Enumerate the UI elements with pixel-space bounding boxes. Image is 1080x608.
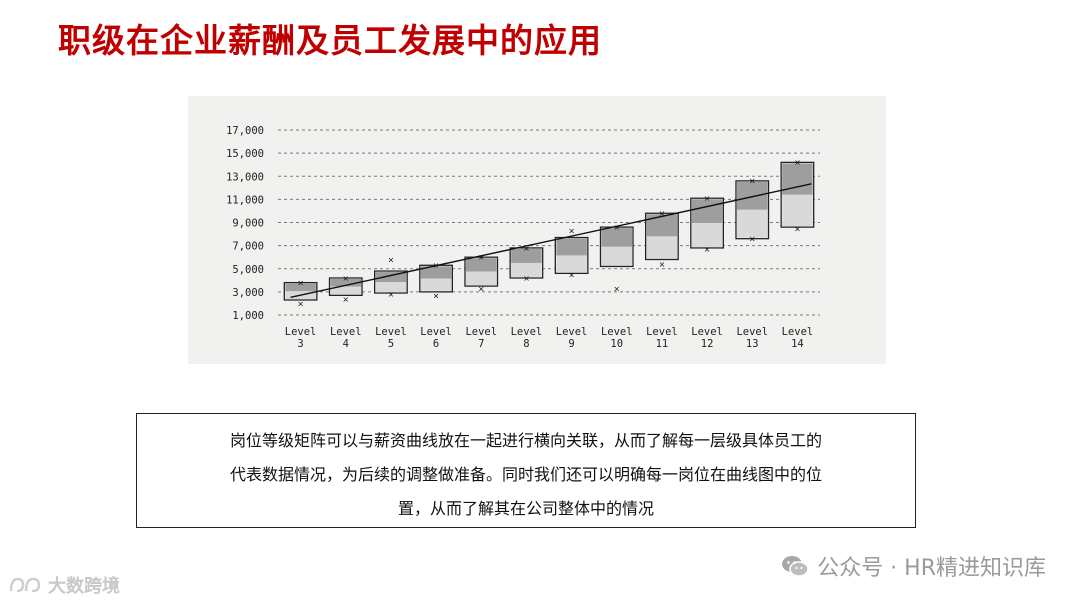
x-tick-label: Level 14 — [782, 326, 814, 350]
y-tick-label: 5,000 — [232, 264, 264, 276]
box-upper-fill — [285, 283, 316, 292]
watermark-left: 大数跨境 — [8, 572, 120, 598]
y-tick-label: 1,000 — [232, 310, 264, 322]
y-tick-label: 3,000 — [232, 287, 264, 299]
watermark-right: 公众号 · HR精进知识库 — [781, 550, 1046, 582]
min-marker: × — [659, 260, 666, 269]
y-axis-ticks: 1,000 3,000 5,000 7,000 9,000 11,000 13,000 15,… — [226, 125, 264, 322]
x-tick-label: Level 10 — [601, 326, 633, 350]
max-marker: × — [342, 274, 349, 283]
description-line-2: 代表数据情况，为后续的调整做准备。同时我们还可以明确每一岗位在曲线图中的位 — [229, 465, 822, 484]
max-marker: × — [659, 209, 666, 218]
x-tick-label: Level 7 — [465, 326, 497, 350]
trend-line — [290, 183, 812, 299]
max-marker: × — [704, 194, 711, 203]
wechat-icon — [782, 556, 809, 577]
min-marker: × — [478, 284, 485, 293]
max-marker: × — [478, 253, 485, 262]
min-marker: × — [568, 271, 575, 280]
salary-range-box: ×× — [645, 209, 679, 269]
min-marker: × — [613, 284, 620, 293]
max-marker: × — [568, 226, 575, 235]
min-marker: × — [749, 235, 756, 244]
box-lower-fill — [330, 286, 362, 295]
box-lower-fill — [691, 223, 723, 247]
salary-range-box: ×× — [509, 244, 544, 283]
max-marker: × — [749, 177, 756, 186]
description-box: 岗位等级矩阵可以与薪资曲线放在一起进行横向关联，从而了解每一层级具体员工的 代表… — [136, 413, 916, 528]
box-upper-fill — [646, 214, 678, 237]
box-upper-fill — [736, 181, 768, 210]
box-upper-fill — [782, 163, 813, 195]
salary-range-box: ×× — [283, 278, 318, 308]
max-marker: × — [523, 244, 530, 253]
watermark-right-text: 公众号 · HR精进知识库 — [817, 556, 1046, 581]
y-tick-label: 15,000 — [226, 148, 264, 160]
x-tick-label: Level 11 — [646, 326, 678, 350]
box-layer: ×××××××××××××××××××××××× — [283, 158, 815, 308]
page-title: 职级在企业薪酬及员工发展中的应用 — [58, 21, 602, 60]
description-line-1: 岗位等级矩阵可以与薪资曲线放在一起进行横向关联，从而了解每一层级具体员工的 — [229, 431, 822, 450]
x-tick-label: Level 4 — [330, 326, 362, 350]
x-tick-label: Level 12 — [691, 326, 723, 350]
salary-range-box: ×× — [690, 194, 724, 254]
chart-svg: 1,000 3,000 5,000 7,000 9,000 11,000 13,000 15,… — [226, 125, 820, 350]
grid-layer — [278, 129, 820, 316]
min-marker: × — [297, 299, 304, 308]
max-marker: × — [613, 223, 620, 232]
salary-range-box: ×× — [554, 226, 589, 280]
box-upper-fill — [601, 228, 633, 247]
box-lower-fill — [556, 255, 587, 273]
max-marker: × — [794, 158, 801, 167]
salary-range-box: ×× — [780, 158, 815, 233]
box-lower-fill — [420, 278, 452, 291]
max-marker: × — [297, 278, 304, 287]
x-tick-label: Level 13 — [736, 326, 768, 350]
x-axis-ticks: Level 3 Level 4 Level 5 Level 6 Level 7 Level 8 Leve… — [285, 326, 813, 350]
y-tick-label: 13,000 — [226, 171, 264, 183]
max-marker: × — [388, 255, 395, 264]
watermark-left-text: 大数跨境 — [48, 576, 120, 597]
description-line-3: 置，从而了解其在公司整体中的情况 — [397, 499, 654, 518]
logo-icon — [9, 577, 41, 593]
box-upper-fill — [556, 238, 587, 256]
y-tick-label: 17,000 — [226, 125, 264, 137]
salary-range-box: ×× — [328, 274, 363, 304]
box-lower-fill — [601, 246, 633, 266]
min-marker: × — [342, 295, 349, 304]
box-lower-fill — [465, 271, 497, 286]
min-marker: × — [433, 291, 440, 300]
box-upper-fill — [330, 279, 362, 287]
box-upper-fill — [420, 266, 452, 279]
box-upper-fill — [511, 248, 542, 263]
salary-range-box: ×× — [419, 261, 453, 300]
min-marker: × — [388, 290, 395, 299]
box-lower-fill — [511, 262, 542, 277]
box-lower-fill — [782, 194, 813, 227]
x-tick-label: Level 9 — [556, 326, 588, 350]
trend-layer — [290, 183, 812, 299]
salary-range-box: ×× — [464, 253, 499, 293]
box-lower-fill — [736, 209, 768, 238]
x-tick-label: Level 6 — [420, 326, 452, 350]
x-tick-label: Level 8 — [511, 326, 543, 350]
salary-curve-chart: 1,000 3,000 5,000 7,000 9,000 11,000 13,000 15,… — [188, 96, 886, 364]
salary-range-box: ×× — [599, 223, 634, 293]
box-lower-fill — [646, 236, 678, 259]
min-marker: × — [794, 224, 801, 233]
min-marker: × — [704, 245, 711, 254]
x-tick-label: Level 5 — [375, 326, 407, 350]
box-upper-fill — [465, 258, 497, 272]
y-tick-label: 7,000 — [232, 241, 264, 253]
box-lower-fill — [375, 282, 407, 293]
y-tick-label: 9,000 — [232, 218, 264, 230]
box-upper-fill — [375, 272, 407, 283]
min-marker: × — [523, 274, 530, 283]
salary-range-box: ×× — [735, 177, 770, 244]
x-tick-label: Level 3 — [285, 326, 317, 350]
y-tick-label: 11,000 — [226, 194, 264, 206]
